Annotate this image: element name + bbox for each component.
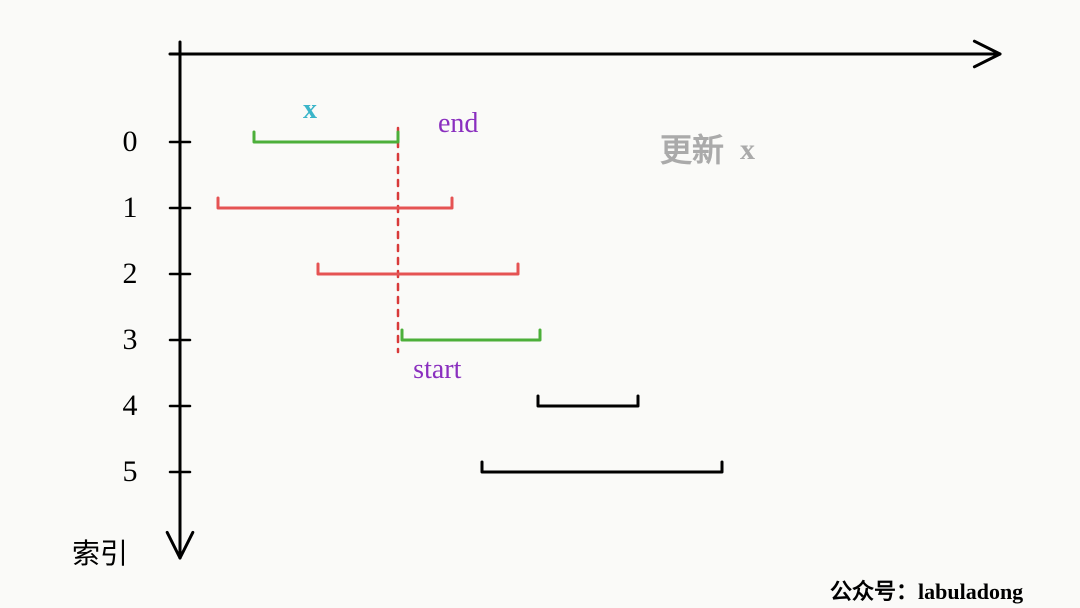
update-x-annotation: x xyxy=(740,133,755,167)
end-annotation: end xyxy=(438,108,478,140)
diagram-canvas: 0 1 2 3 4 5 索引 x end start 更新 x 公众号：labu… xyxy=(0,0,1080,608)
diagram-svg xyxy=(0,0,1080,608)
start-annotation: start xyxy=(413,354,461,386)
credit-line: 公众号：labuladong xyxy=(830,574,1023,606)
x-annotation: x xyxy=(303,94,317,126)
tick-3-label: 3 xyxy=(123,323,138,357)
credit-prefix: 公众号： xyxy=(830,579,918,604)
tick-0-label: 0 xyxy=(123,125,138,159)
tick-2-label: 2 xyxy=(123,257,138,291)
tick-4-label: 4 xyxy=(123,389,138,423)
tick-1-label: 1 xyxy=(123,191,138,225)
update-cn-annotation: 更新 xyxy=(660,125,724,171)
credit-author: labuladong xyxy=(918,579,1023,604)
tick-5-label: 5 xyxy=(123,455,138,489)
index-axis-label: 索引 xyxy=(72,532,128,572)
